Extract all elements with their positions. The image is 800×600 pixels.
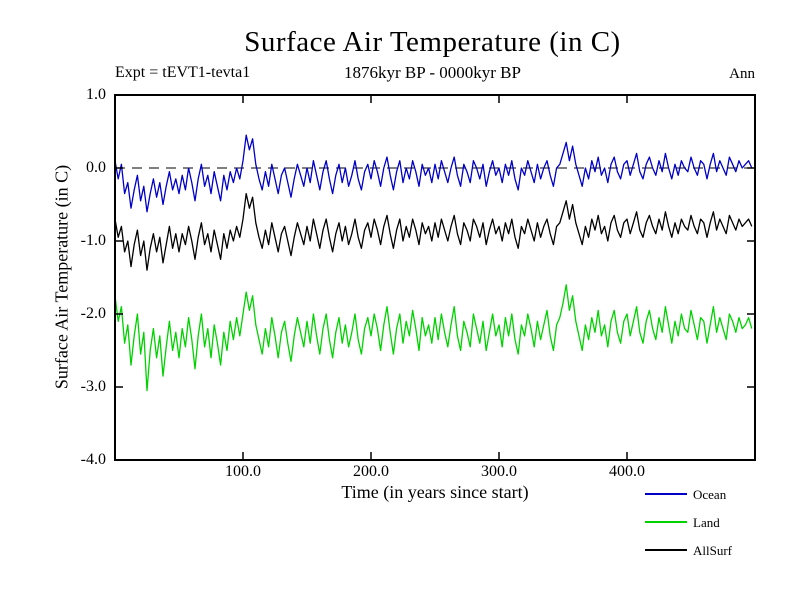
y-tick-label: -4.0	[80, 451, 106, 468]
legend-label-ocean: Ocean	[693, 486, 727, 502]
y-axis-label: Surface Air Temperature (in C)	[51, 164, 72, 390]
y-tick-label: 0.0	[86, 159, 106, 176]
y-tick-label: -2.0	[80, 305, 106, 322]
x-tick-label: 100.0	[225, 463, 261, 480]
series-line-allsurf	[114, 192, 753, 271]
legend-label-allsurf: AllSurf	[693, 542, 732, 558]
plot-frame	[114, 94, 756, 461]
experiment-label: Expt = tEVT1-tevta1	[115, 64, 251, 81]
chart-subtitle: 1876kyr BP - 0000kyr BP	[344, 63, 521, 82]
y-tick-label: 1.0	[86, 86, 106, 103]
legend-entry-allsurf: AllSurf	[645, 541, 732, 559]
x-tick-label: 300.0	[481, 463, 517, 480]
y-tick-label: -1.0	[80, 232, 106, 249]
legend-entry-ocean: Ocean	[645, 485, 726, 503]
series-line-ocean	[114, 134, 753, 213]
x-tick-label: 200.0	[353, 463, 389, 480]
legend-line-allsurf	[645, 549, 687, 551]
series-line-land	[114, 284, 753, 392]
x-tick-label: 400.0	[609, 463, 645, 480]
x-axis-label: Time (in years since start)	[341, 482, 529, 502]
legend-entry-land: Land	[645, 513, 720, 531]
legend-line-ocean	[645, 493, 687, 495]
legend-line-land	[645, 521, 687, 523]
chart-title: Surface Air Temperature (in C)	[244, 26, 621, 58]
season-label: Ann	[729, 66, 755, 82]
legend-label-land: Land	[693, 514, 720, 530]
y-tick-label: -3.0	[80, 378, 106, 395]
